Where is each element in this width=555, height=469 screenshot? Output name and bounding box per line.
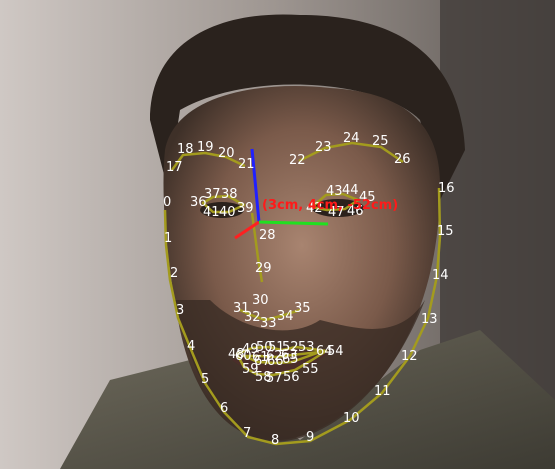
landmark-label: 19 [197,140,214,155]
landmark-label: 34 [277,309,294,324]
landmark-label: 9 [306,430,314,445]
landmark-label: 64 [316,344,333,359]
landmark-label: 5 [201,372,209,387]
landmark-label: 16 [438,181,455,196]
landmark-label: 22 [289,153,306,168]
landmark-label: 43 [326,184,343,199]
landmark-label: 0 [163,195,171,210]
landmark-label: 18 [177,142,194,157]
landmark-label: 35 [294,301,311,316]
landmark-label: 7 [243,426,251,441]
landmark-label: 39 [237,201,254,216]
landmark-label: 12 [401,349,418,364]
landmark-label: 37 [204,187,221,202]
landmark-label: 24 [343,131,360,146]
landmark-label: 53 [298,340,315,355]
landmark-label: 14 [432,268,449,283]
landmark-label: 11 [374,384,391,399]
landmark-label: 20 [218,146,235,161]
landmark-label: 17 [166,160,183,175]
landmark-label: 23 [315,140,332,155]
landmark-label: 38 [221,187,238,202]
landmark-label: 13 [421,312,438,327]
landmark-label: 25 [372,134,389,149]
landmark-label: 56 [283,370,300,385]
landmark-label: 15 [437,224,454,239]
landmark-label: 29 [255,261,272,276]
landmark-label: 21 [238,157,255,172]
landmark-label: 30 [252,293,269,308]
landmark-label: 4 [187,339,195,354]
landmark-label: 1 [164,231,172,246]
landmark-label: 67 [254,354,271,369]
pose-readout: (3cm, 4cm, -52cm) [262,198,398,213]
landmark-label: 8 [271,433,279,448]
landmark-label: 26 [394,152,411,167]
pose-axis-y [259,222,328,224]
landmark-label: 2 [170,266,178,281]
landmark-label: 28 [259,228,276,243]
landmark-label: 10 [343,411,360,426]
landmark-label: 65 [282,352,299,367]
landmark-label: 3 [176,303,184,318]
landmark-label: 32 [244,310,261,325]
landmark-label: 40 [219,205,236,220]
landmark-label: 6 [220,401,228,416]
landmark-label: 55 [302,362,319,377]
landmark-label: 41 [203,205,220,220]
landmark-label: 60 [235,349,252,364]
landmark-label: 33 [260,316,277,331]
landmark-label: 44 [342,183,359,198]
